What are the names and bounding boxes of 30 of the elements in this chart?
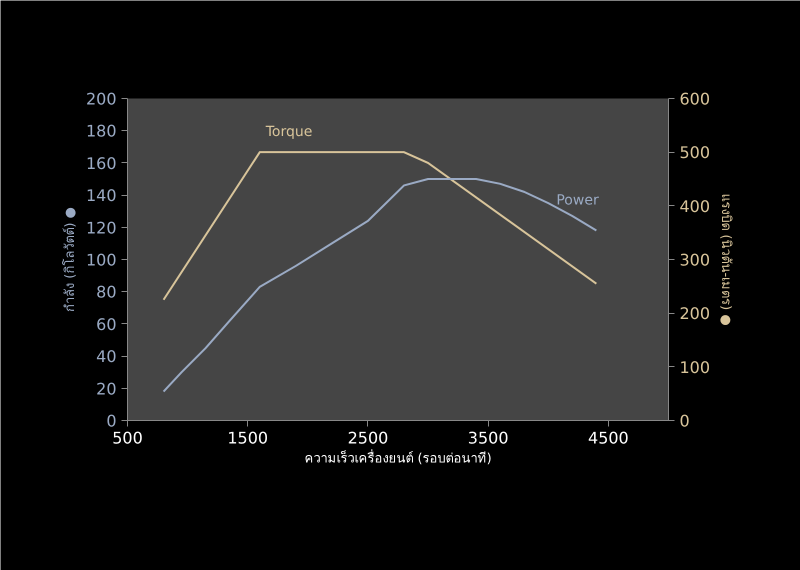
- y-tick-label: 40: [96, 347, 116, 366]
- y-axis-title: กำลัง (กิโลวัตต์) ●: [62, 207, 78, 312]
- x-tick-label: 3500: [468, 428, 509, 448]
- y-tick-label: 200: [86, 90, 117, 108]
- y2-tick-label: 600: [680, 90, 710, 108]
- y2-tick-label: 300: [680, 250, 710, 270]
- y-tick-label: 0: [106, 412, 117, 430]
- x-axis-title: ความเร็วเครื่องยนต์ (รอบต่อนาที): [304, 448, 492, 466]
- y2-tick-label: 500: [680, 143, 710, 162]
- y-tick-label: 120: [86, 218, 117, 238]
- x-tick-label: 4500: [588, 428, 629, 448]
- y-tick-label: 60: [96, 314, 116, 334]
- x-tick-label: 2500: [348, 428, 388, 448]
- x-tick-label: 500: [112, 428, 143, 448]
- y-tick-label: 20: [96, 379, 116, 398]
- y2-tick-label: 100: [680, 358, 710, 377]
- y2-tick-label: 0: [680, 412, 690, 430]
- y-tick-label: 180: [86, 122, 117, 141]
- y-tick-label: 160: [86, 154, 117, 173]
- series-label: Torque: [264, 124, 312, 140]
- y-tick-label: 140: [86, 186, 117, 206]
- y-tick-label: 80: [96, 282, 116, 302]
- line-series: [162, 178, 598, 393]
- y2-tick-label: 400: [680, 196, 710, 216]
- x-tick-label: 1500: [227, 428, 268, 448]
- y2-axis-title: แรงบิด (นิวตัน-เมตร) ●: [718, 193, 734, 326]
- series-label: Power: [556, 192, 599, 209]
- line-series: [162, 151, 598, 301]
- y-tick-label: 100: [86, 250, 117, 270]
- y2-tick-label: 200: [680, 304, 710, 324]
